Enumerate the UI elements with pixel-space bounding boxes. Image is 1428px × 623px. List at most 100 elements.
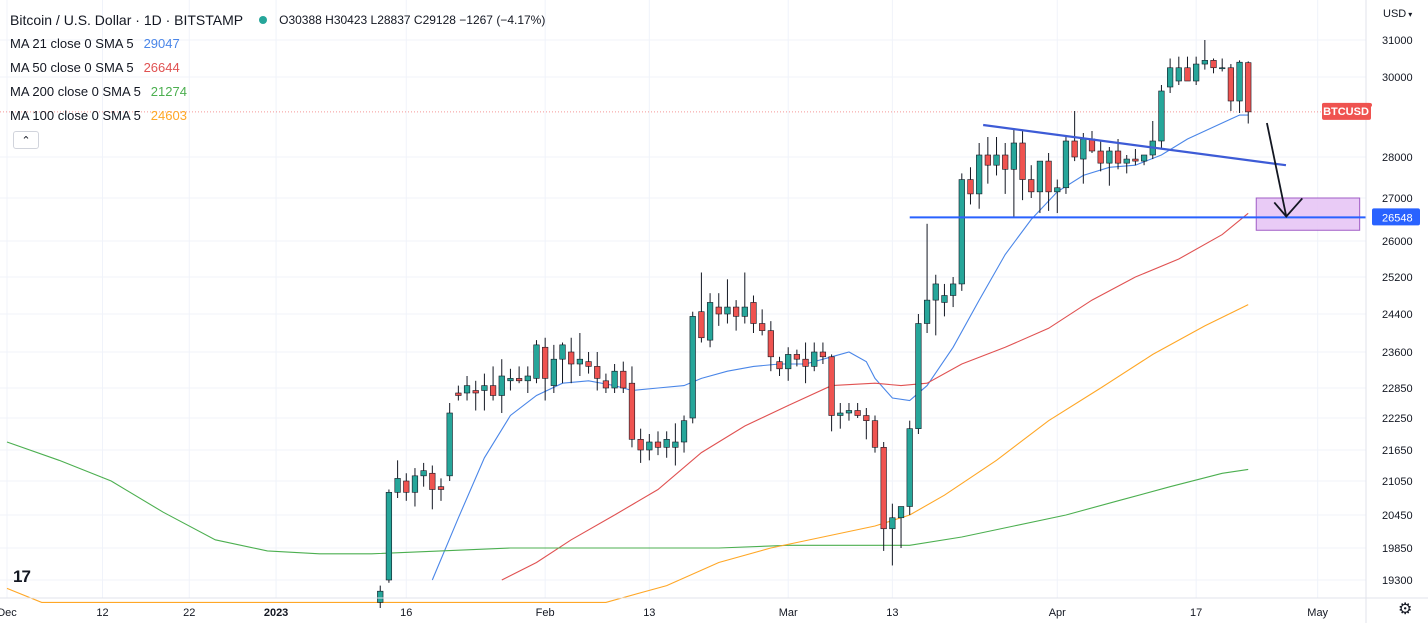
candle-up	[1123, 158, 1130, 164]
candle-up	[420, 470, 427, 477]
candle-up	[1193, 63, 1200, 82]
support-level-value: 26548	[1382, 212, 1413, 224]
candle-up	[377, 590, 384, 603]
candle-up	[1175, 67, 1182, 82]
candle-down	[516, 378, 523, 382]
candle-up	[923, 299, 931, 324]
price-tick-label: 22850	[1382, 383, 1413, 395]
ma200-row[interactable]: MA 200 close 0 SMA 5 21274	[10, 80, 545, 104]
symbol-title[interactable]: Bitcoin / U.S. Dollar · 1D · BITSTAMP	[10, 12, 244, 28]
candle-down	[854, 410, 861, 416]
candle-up	[680, 420, 688, 443]
symbol-tag-label: BTCUSD	[1323, 106, 1369, 118]
candle-up	[463, 385, 471, 394]
candle-down	[1114, 150, 1122, 164]
tradingview-logo[interactable]: 17	[13, 567, 31, 586]
time-tick-label: 16	[400, 607, 412, 619]
forecast-arrow-shaft	[1266, 122, 1288, 217]
candle-down	[1019, 142, 1026, 180]
candle-down	[984, 154, 991, 166]
candle-down	[594, 366, 601, 379]
candle-up	[481, 385, 488, 391]
market-status-dot	[259, 16, 268, 24]
candle-up	[941, 295, 948, 303]
time-tick-label: Mar	[779, 607, 798, 619]
candle-up	[1080, 138, 1087, 160]
annotations-front	[909, 122, 1366, 219]
currency-label: USD	[1383, 8, 1407, 20]
time-tick-label: 12	[96, 607, 108, 619]
candle-down	[767, 330, 774, 358]
grid	[0, 0, 1366, 598]
ma50-label: MA 50 close 0 SMA 5	[10, 60, 134, 75]
candle-down	[1245, 62, 1252, 113]
time-tick-label: 17	[1190, 607, 1202, 619]
candle-down	[759, 323, 766, 331]
time-tick-label: 13	[643, 607, 655, 619]
candle-down	[602, 380, 610, 389]
candle-down	[585, 361, 592, 367]
time-tick-label: 22	[183, 607, 195, 619]
candle-down	[802, 358, 809, 367]
time-tick-label: 13	[886, 607, 898, 619]
candle-down	[880, 447, 887, 530]
candle-down	[828, 356, 835, 416]
time-tick-label: May	[1307, 607, 1328, 619]
candle-down	[1210, 60, 1217, 69]
price-tick-label: 25200	[1382, 272, 1413, 284]
candle-up	[950, 283, 957, 296]
candle-up	[1167, 67, 1174, 88]
price-tick-label: 27000	[1382, 193, 1413, 205]
candle-up	[559, 344, 566, 360]
candle-down	[472, 390, 479, 394]
candle-down	[1097, 150, 1104, 164]
ma21-label: MA 21 close 0 SMA 5	[10, 36, 134, 51]
price-tick-label: 31000	[1382, 35, 1413, 47]
ma100-row[interactable]: MA 100 close 0 SMA 5 24603	[10, 104, 545, 128]
candle-down	[620, 370, 627, 389]
candle-up	[498, 375, 505, 396]
candle-down	[715, 306, 722, 315]
candle-up	[1201, 60, 1208, 65]
currency-selector[interactable]: USD ▾	[1383, 8, 1412, 20]
ma100-line	[6, 304, 1249, 603]
price-tick-label: 26000	[1382, 236, 1413, 248]
candle-up	[576, 358, 583, 365]
ma50-line	[501, 212, 1249, 581]
ma200-line	[6, 441, 1249, 555]
candle-down	[637, 439, 644, 451]
ma21-row[interactable]: MA 21 close 0 SMA 5 29047	[10, 32, 545, 56]
candle-up	[646, 441, 653, 451]
candle-up	[1236, 61, 1243, 102]
candle-up	[741, 306, 748, 317]
price-axis: 19300 19850 20450 21050 21650 22250 22850 23600…	[1322, 0, 1425, 623]
time-axis: Dec 12 22 2023 16 Feb 13 Mar 13 Apr 17 May	[0, 597, 1428, 619]
candle-down	[455, 392, 462, 396]
ma50-row[interactable]: MA 50 close 0 SMA 5 26644	[10, 56, 545, 80]
legend-collapse-button[interactable]: ⌃	[13, 131, 39, 149]
ma100-label: MA 100 close 0 SMA 5	[10, 108, 141, 123]
chart-legend: Bitcoin / U.S. Dollar · 1D · BITSTAMP O3…	[10, 8, 545, 128]
candle-down	[403, 480, 410, 493]
candle-down	[437, 486, 445, 490]
candle-up	[524, 375, 531, 382]
ma50-value: 26644	[143, 60, 180, 75]
candle-up	[385, 492, 393, 581]
candle-up	[993, 154, 1000, 166]
time-tick-label: Apr	[1049, 607, 1066, 619]
candle-up	[533, 344, 540, 379]
price-tick-label: 21050	[1382, 476, 1413, 488]
price-tick-label: 19850	[1382, 543, 1413, 555]
price-tick-label: 20450	[1382, 510, 1413, 522]
gear-icon[interactable]: ⚙	[1398, 601, 1413, 618]
annotations-back	[0, 111, 1366, 231]
candle-down	[1045, 160, 1052, 193]
candle-up	[837, 412, 844, 416]
candle-up	[1106, 150, 1113, 164]
candle-down	[1002, 154, 1009, 170]
candle-up	[1010, 142, 1017, 170]
price-tick-label: 23600	[1382, 347, 1413, 359]
time-tick-label: Feb	[536, 607, 555, 619]
candle-up	[550, 358, 557, 386]
